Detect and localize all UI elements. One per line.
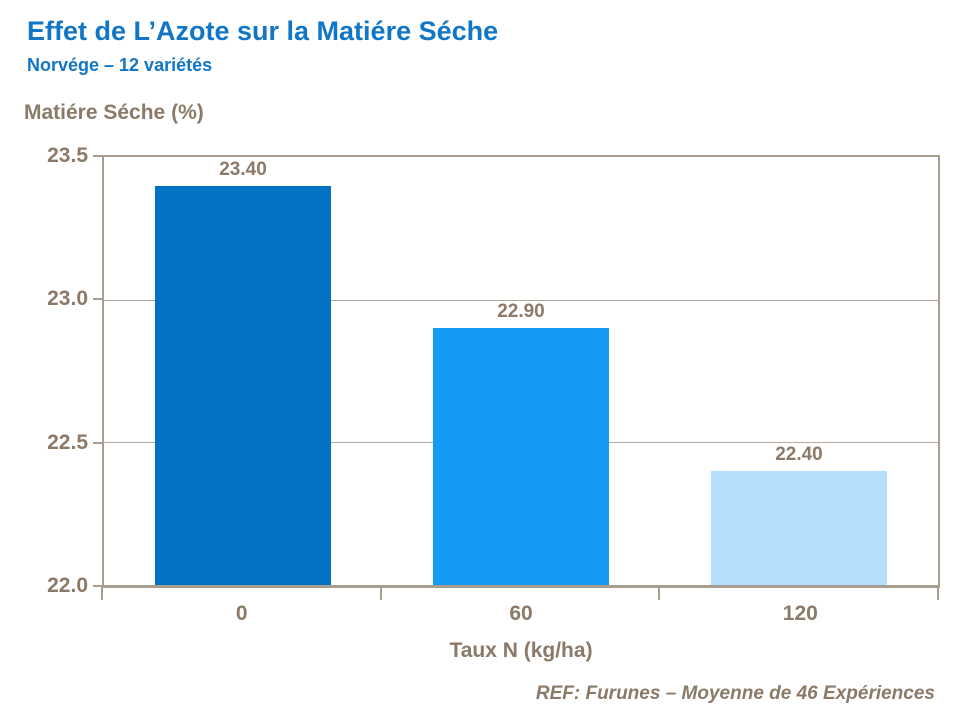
x-category-label-60: 60: [509, 602, 533, 625]
y-tick-label: 23.5: [47, 144, 88, 167]
bar-column-60: 22.90: [382, 157, 660, 585]
bar-60: [433, 328, 609, 585]
x-tick-mark: [379, 587, 382, 600]
y-tick-label: 23.0: [47, 287, 88, 311]
bar-column-0: 23.40: [104, 157, 382, 585]
gridline-23: [104, 299, 938, 301]
plot-area: 23.40 22.90 22.40: [102, 155, 940, 588]
bar-0: [155, 185, 331, 585]
x-category-label-120: 120: [782, 602, 818, 625]
y-tick-label: 22.5: [47, 430, 88, 454]
x-category-label-0: 0: [235, 602, 248, 625]
chart-subtitle: Norvége – 12 variétés: [27, 55, 213, 75]
x-tick-mark: [101, 587, 103, 600]
bar-value-label: 23.40: [219, 158, 267, 180]
y-tick-label: 22.0: [47, 574, 88, 597]
bar-value-label: 22.40: [775, 443, 823, 465]
bar-column-120: 22.40: [660, 157, 938, 585]
y-tick-mark: [93, 155, 102, 157]
y-tick-mark: [93, 585, 102, 587]
reference-note: REF: Furunes – Moyenne de 46 Expériences: [535, 683, 935, 704]
x-tick-mark: [658, 587, 661, 600]
x-tick-mark: [937, 587, 939, 600]
y-tick-mark: [93, 441, 102, 444]
bar-120: [711, 470, 887, 585]
y-tick-mark: [93, 298, 102, 301]
chart-title: Effet de L’Azote sur la Matiére Séche: [27, 16, 499, 46]
x-axis-title: Taux N (kg/ha): [449, 639, 593, 662]
y-axis-title: Matiére Séche (%): [24, 101, 204, 124]
bar-value-label: 22.90: [497, 301, 545, 323]
